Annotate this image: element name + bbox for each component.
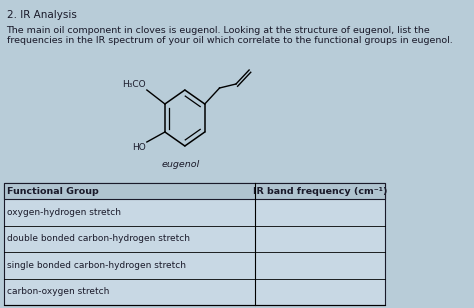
Text: double bonded carbon-hydrogen stretch: double bonded carbon-hydrogen stretch bbox=[8, 234, 191, 243]
Text: carbon-oxygen stretch: carbon-oxygen stretch bbox=[8, 287, 110, 296]
Text: single bonded carbon-hydrogen stretch: single bonded carbon-hydrogen stretch bbox=[8, 261, 186, 270]
Text: HO: HO bbox=[132, 143, 146, 152]
Text: H₃CO: H₃CO bbox=[122, 80, 146, 89]
Text: frequencies in the IR spectrum of your oil which correlate to the functional gro: frequencies in the IR spectrum of your o… bbox=[7, 36, 452, 45]
Text: The main oil component in cloves is eugenol. Looking at the structure of eugenol: The main oil component in cloves is euge… bbox=[7, 26, 430, 35]
Bar bbox=[4, 183, 385, 199]
Text: eugenol: eugenol bbox=[162, 160, 200, 169]
Bar bbox=[4, 183, 385, 305]
Text: IR band frequency (cm⁻¹): IR band frequency (cm⁻¹) bbox=[253, 187, 387, 196]
Text: 2. IR Analysis: 2. IR Analysis bbox=[7, 10, 76, 20]
Text: oxygen-hydrogen stretch: oxygen-hydrogen stretch bbox=[8, 208, 121, 217]
Text: Functional Group: Functional Group bbox=[8, 187, 99, 196]
